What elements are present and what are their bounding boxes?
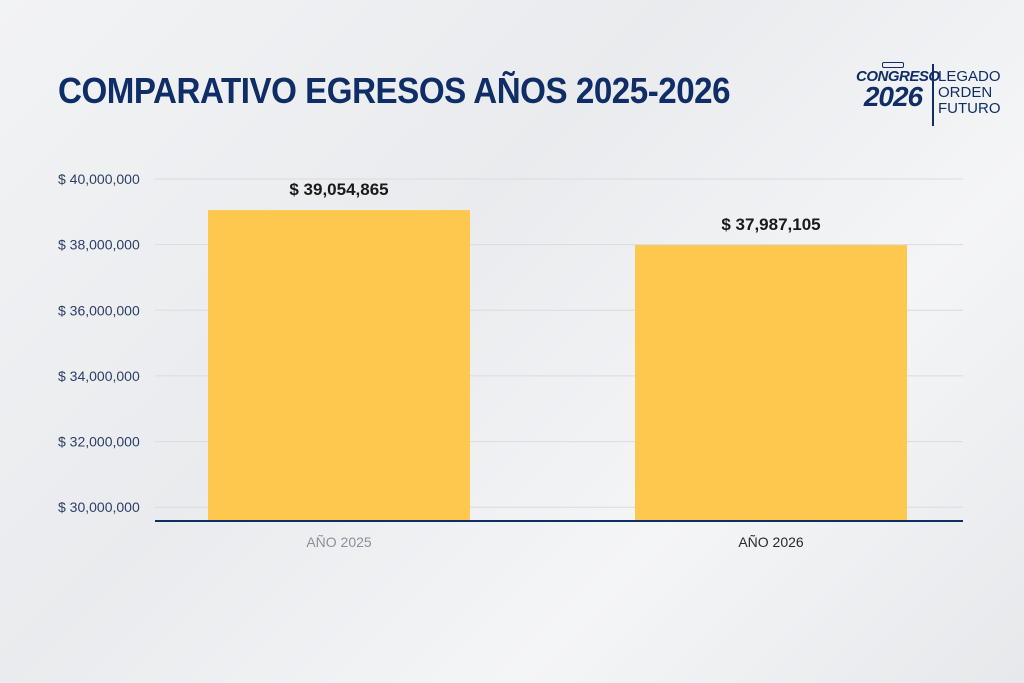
bar [635, 245, 907, 521]
congreso-badge: CONGRESO 2026 [856, 62, 940, 126]
y-tick-label: $ 34,000,000 [58, 368, 140, 384]
logo-year-text: 2026 [863, 81, 923, 112]
y-tick-label: $ 36,000,000 [58, 302, 140, 318]
y-tick-label: $ 38,000,000 [58, 237, 140, 253]
logo-word-orden: ORDEN [938, 84, 993, 101]
y-tick-label: $ 40,000,000 [58, 171, 140, 187]
bar [208, 210, 470, 521]
bar-value-label: $ 39,054,865 [289, 180, 388, 199]
logo-word-legado: LEGADO [938, 68, 1001, 85]
logo-divider [932, 64, 934, 126]
page-title: COMPARATIVO EGRESOS AÑOS 2025-2026 [58, 70, 731, 111]
logo-word-futuro: FUTURO [938, 100, 1001, 117]
congreso-logo: CONGRESO 2026 LEGADO ORDEN FUTURO [852, 62, 1002, 128]
y-tick-label: $ 32,000,000 [58, 434, 140, 450]
y-tick-label: $ 30,000,000 [58, 499, 140, 515]
bar-value-label: $ 37,987,105 [721, 215, 820, 234]
logo-motto: LEGADO ORDEN FUTURO [938, 69, 1001, 117]
x-category-label: AÑO 2025 [306, 534, 372, 550]
x-category-label: AÑO 2026 [738, 534, 804, 550]
badge-top-icon [882, 62, 904, 68]
logo-congreso-text: CONGRESO [856, 68, 940, 85]
